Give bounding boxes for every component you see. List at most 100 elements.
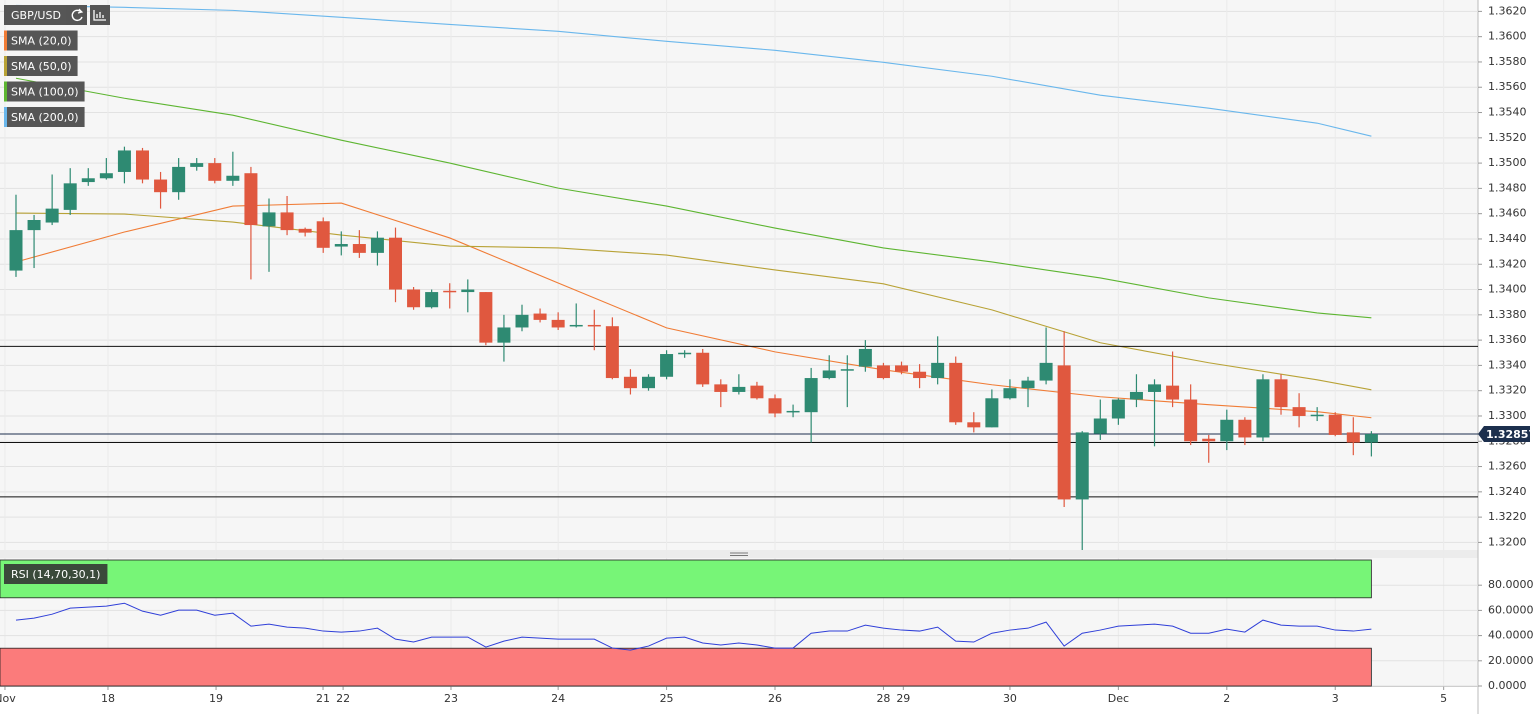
candle-body <box>190 163 204 167</box>
candle-body <box>623 376 637 389</box>
y-tick-label: 1.3440 <box>1488 232 1527 245</box>
legend-label: SMA (20,0) <box>11 35 72 48</box>
y-tick-label: 1.3240 <box>1488 485 1527 498</box>
candle-body <box>443 290 457 293</box>
candle-body <box>1148 384 1162 392</box>
x-tick-label: 5 <box>1440 692 1447 705</box>
candle-body <box>913 371 927 379</box>
candle-body <box>226 175 240 181</box>
legend-label-swatch <box>4 81 7 102</box>
candle-body <box>786 410 800 413</box>
y-tick-label: 1.3360 <box>1488 333 1527 346</box>
y-tick-label: 1.3260 <box>1488 460 1527 473</box>
symbol-label: GBP/USD <box>11 9 61 22</box>
y-tick-label: 20.0000 <box>1488 654 1534 667</box>
y-tick-label: 60.0000 <box>1488 603 1534 616</box>
candle-body <box>678 352 692 355</box>
candle-body <box>1039 362 1053 381</box>
x-tick-label: Dec <box>1108 692 1129 705</box>
candle-body <box>1310 414 1324 417</box>
candle-body <box>1166 385 1180 400</box>
candle-body <box>732 386 746 392</box>
legend-label-box <box>4 107 85 127</box>
price-pane <box>0 0 1478 550</box>
candle-body <box>1274 379 1288 408</box>
candle-body <box>1292 407 1306 416</box>
legend-label-box <box>4 56 78 76</box>
candle-body <box>587 324 601 327</box>
candle-body <box>479 292 493 343</box>
y-tick-label: 0.0000 <box>1488 679 1527 692</box>
candle-body <box>1129 391 1143 400</box>
candle-body <box>334 244 348 247</box>
candle-body <box>244 173 258 226</box>
candle-body <box>569 324 583 327</box>
candle-body <box>660 354 674 377</box>
candle-body <box>1256 379 1270 438</box>
last-price-label: 1.32857 <box>1486 428 1536 441</box>
candle-body <box>135 150 149 180</box>
candle-body <box>461 289 475 293</box>
refresh-icon <box>71 9 83 22</box>
x-tick-label: 26 <box>768 692 782 705</box>
refresh-arrow <box>77 8 84 14</box>
candle-body <box>63 183 77 210</box>
refresh-button[interactable] <box>66 5 87 25</box>
candle-body <box>154 179 168 193</box>
y-tick-label: 40.0000 <box>1488 629 1534 642</box>
candle-body <box>1238 419 1252 438</box>
legend-label: SMA (100,0) <box>11 86 79 99</box>
x-tick-label: Nov <box>0 692 16 705</box>
x-tick-label: 24 <box>551 692 565 705</box>
candle-body <box>840 369 854 371</box>
candle-body <box>642 376 656 389</box>
candle-body <box>1184 399 1198 442</box>
candle-body <box>895 365 909 372</box>
rsi-label: RSI (14,70,30,1) <box>11 568 100 581</box>
candle-body <box>316 221 330 248</box>
candle-body <box>1003 388 1017 399</box>
y-tick-label: 1.3320 <box>1488 384 1527 397</box>
legend-label: SMA (200,0) <box>11 111 79 124</box>
x-tick-label: 3 <box>1332 692 1339 705</box>
y-tick-label: 1.3200 <box>1488 535 1527 548</box>
legend-label-box <box>4 30 78 51</box>
oversold-band <box>0 647 1372 687</box>
candle-body <box>1364 434 1378 443</box>
candle-body <box>515 314 529 328</box>
legend-label: SMA (50,0) <box>11 60 72 73</box>
pane-divider[interactable] <box>0 550 1478 558</box>
candle-body <box>298 228 312 233</box>
x-tick-label: 21 <box>316 692 330 705</box>
x-tick-label: 28 <box>876 692 890 705</box>
y-tick-label: 1.3600 <box>1488 30 1527 43</box>
x-tick-label: 30 <box>1003 692 1017 705</box>
rsi-line <box>15 602 1372 651</box>
y-tick-label: 1.3380 <box>1488 308 1527 321</box>
y-tick-label: 1.3520 <box>1488 131 1527 144</box>
candle-body <box>1021 380 1035 389</box>
candle-body <box>407 289 421 308</box>
candle-body <box>967 422 981 428</box>
candle-body <box>985 398 999 428</box>
candle-body <box>1346 432 1360 443</box>
candle-body <box>370 237 384 253</box>
candle-body <box>696 352 710 385</box>
legend-label-swatch <box>4 30 7 51</box>
candle-body <box>45 208 59 223</box>
x-tick-label: 18 <box>101 692 115 705</box>
x-tick-label: 25 <box>660 692 674 705</box>
y-tick-label: 1.3220 <box>1488 510 1527 523</box>
settings-icon <box>93 10 106 21</box>
y-tick-label: 80.0000 <box>1488 578 1534 591</box>
candle-body <box>822 370 836 379</box>
overbought-band <box>0 559 1372 599</box>
candle-body <box>551 319 565 328</box>
candle-body <box>1328 414 1342 435</box>
candle-body <box>876 365 890 379</box>
x-tick-label: 22 <box>336 692 350 705</box>
y-tick-label: 1.3340 <box>1488 358 1527 371</box>
y-tick-label: 1.3480 <box>1488 181 1527 194</box>
last-price-tag <box>1478 426 1530 443</box>
